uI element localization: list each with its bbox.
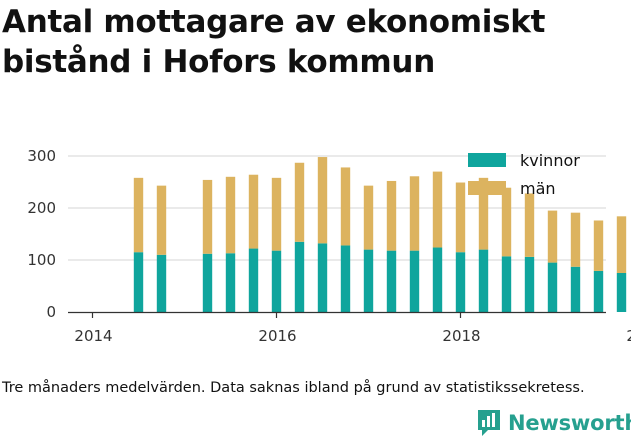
footnote: Tre månaders medelvärden. Data saknas ib… [2, 380, 585, 396]
x-axis: 201420162018202020222024 [68, 311, 631, 345]
bar-man [501, 187, 512, 257]
bar-man [478, 177, 489, 250]
legend-swatch [468, 181, 506, 195]
bar-kvinnor [363, 249, 374, 312]
bar-chart-logo-icon [478, 410, 500, 436]
newsworthy-brand[interactable]: Newsworthy [476, 406, 631, 440]
bar-man [248, 174, 259, 249]
bar-kvinnor [156, 254, 167, 312]
bar-kvinnor [616, 273, 627, 312]
bar-man [593, 220, 604, 271]
y-axis-ticks: 0 100 200 300 [27, 147, 56, 321]
brand-name: Newsworthy [508, 411, 631, 435]
bar-kvinnor [271, 250, 282, 312]
chart-title: Antal mottagare av ekonomiskt bistånd i … [2, 4, 546, 80]
bar-man [524, 193, 535, 257]
bar-man [225, 176, 236, 254]
bar-man [455, 182, 466, 253]
x-tick-label: 2016 [258, 327, 296, 345]
bar-kvinnor [133, 252, 144, 312]
bar-kvinnor [248, 248, 259, 312]
bar-man [317, 157, 328, 244]
legend-label: män [520, 179, 556, 198]
bar-kvinnor [455, 252, 466, 312]
bar-kvinnor [524, 256, 535, 312]
bar-man [340, 167, 351, 246]
x-tick-label: 2018 [442, 327, 480, 345]
y-tick-label: 100 [27, 251, 56, 269]
bar-man [616, 216, 627, 273]
bar-kvinnor [547, 262, 558, 312]
bar-kvinnor [478, 249, 489, 312]
bars [133, 157, 627, 312]
bar-man [547, 210, 558, 263]
y-tick-label: 0 [46, 303, 56, 321]
bar-man [386, 180, 397, 251]
x-tick-label: 2014 [74, 327, 112, 345]
bar-kvinnor [386, 250, 397, 312]
legend-swatch [468, 153, 506, 167]
bar-man [202, 179, 213, 254]
bar-kvinnor [202, 253, 213, 312]
bar-kvinnor [501, 256, 512, 312]
bar-man [409, 176, 420, 251]
bar-man [363, 185, 374, 250]
bar-kvinnor [432, 247, 443, 312]
bar-kvinnor [340, 245, 351, 312]
bar-kvinnor [593, 270, 604, 312]
bar-kvinnor [570, 266, 581, 312]
bar-man [156, 185, 167, 255]
bar-man [294, 162, 305, 242]
legend-label: kvinnor [520, 151, 580, 170]
bar-man [432, 171, 443, 248]
y-tick-label: 300 [27, 147, 56, 165]
bar-man [133, 177, 144, 253]
bar-man [271, 177, 282, 251]
legend: kvinnor män [468, 151, 580, 198]
x-tick-label: 2020 [626, 327, 631, 345]
bar-man [570, 212, 581, 267]
bar-kvinnor [409, 250, 420, 312]
bar-kvinnor [225, 253, 236, 312]
y-tick-label: 200 [27, 199, 56, 217]
bar-kvinnor [294, 241, 305, 312]
bar-kvinnor [317, 243, 328, 312]
